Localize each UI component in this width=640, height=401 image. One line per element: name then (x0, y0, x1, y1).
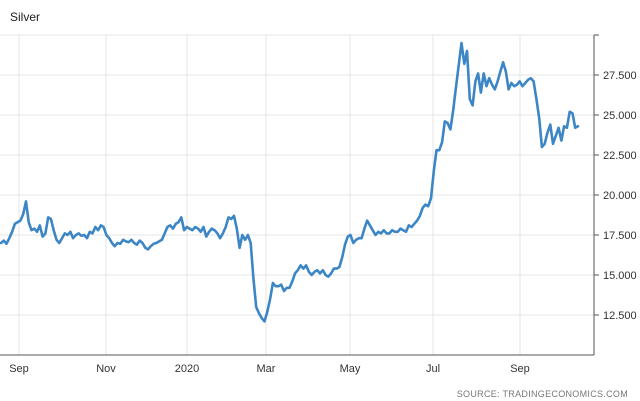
x-tick-label: 2020 (175, 363, 199, 375)
series-line (0, 41, 580, 323)
grid-lines (0, 34, 594, 355)
y-axis: 12.500 15.000 17.500 20.000 22.500 25.000 27.5… (593, 34, 637, 355)
y-tick-label: 25.000 (603, 110, 637, 122)
x-tick-label: Sep (9, 363, 29, 375)
x-tick-label: Nov (96, 363, 116, 375)
y-tick-label: 22.500 (603, 150, 637, 162)
series-group (0, 41, 580, 323)
y-tick-label: 20.000 (603, 190, 637, 202)
source-label: SOURCE: TRADINGECONOMICS.COM (456, 389, 628, 399)
x-tick-label: Mar (257, 363, 276, 375)
x-tick-label: Sep (510, 363, 530, 375)
chart-title: Silver (10, 10, 41, 24)
x-tick-label: May (340, 363, 361, 375)
y-tick-label: 27.500 (603, 70, 637, 82)
y-tick-label: 12.500 (603, 310, 637, 322)
y-tick-label: 15.000 (603, 270, 637, 282)
x-axis: Sep Nov 2020 Mar May Jul Sep (0, 354, 594, 375)
x-tick-label: Jul (426, 363, 440, 375)
y-tick-label: 17.500 (603, 230, 637, 242)
